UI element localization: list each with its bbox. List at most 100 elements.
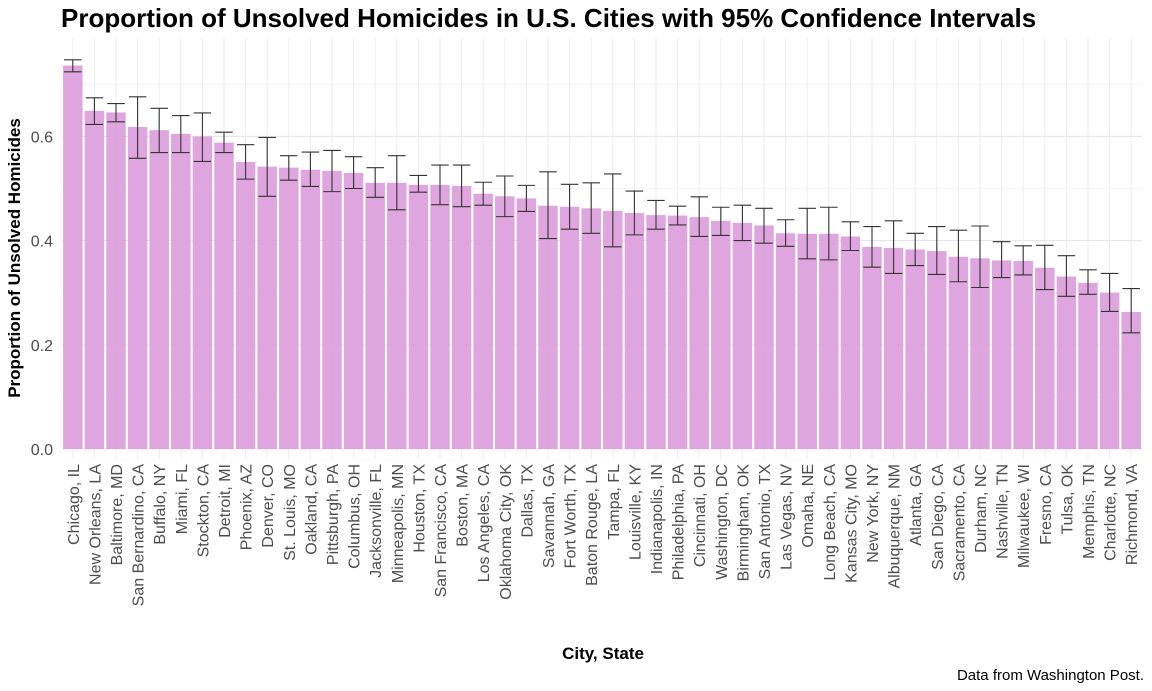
error-bar (668, 205, 687, 226)
bar (711, 220, 731, 449)
bar (1013, 260, 1033, 449)
error-bar (85, 97, 104, 125)
error-bar (712, 206, 730, 236)
x-tick-label: Los Angeles, CA (476, 464, 493, 583)
y-tick-label: 0.2 (31, 338, 53, 355)
error-bar (841, 221, 860, 252)
x-tick-label: Atlanta, GA (908, 464, 925, 546)
x-tick-label: Tampa, FL (606, 464, 623, 540)
bar (279, 167, 299, 449)
error-bar (906, 232, 924, 267)
error-bar (949, 229, 968, 283)
x-tick-label: Durham, NC (973, 464, 990, 553)
x-axis-label: City, State (562, 644, 644, 663)
bar (84, 110, 105, 449)
bar (322, 170, 342, 449)
error-bar (1014, 245, 1032, 276)
bar (840, 236, 861, 449)
bar (171, 133, 191, 450)
error-bar (1122, 287, 1140, 334)
bar (667, 215, 688, 449)
bar (430, 184, 450, 449)
error-bar (517, 184, 536, 212)
bar (516, 198, 537, 449)
x-tick-label: Omaha, NE (800, 464, 817, 548)
x-tick-label: San Bernardino, CA (131, 464, 148, 607)
bar (1121, 311, 1141, 449)
error-bar (1036, 244, 1054, 291)
bar (214, 142, 234, 450)
error-bar (928, 225, 946, 276)
error-bar (992, 241, 1011, 279)
x-tick-label: Long Beach, CA (822, 464, 839, 581)
bar (387, 182, 407, 450)
error-bar (733, 204, 752, 242)
bar (559, 206, 580, 449)
y-tick-label: 0.4 (31, 234, 53, 251)
x-tick-label: Savannah, GA (541, 464, 558, 568)
bar (1035, 267, 1055, 449)
y-tick-label: 0.6 (31, 129, 53, 146)
x-tick-label: San Antonio, TX (757, 464, 774, 580)
x-tick-label: Boston, MA (455, 464, 472, 547)
bar (495, 196, 515, 449)
chart-title: Proportion of Unsolved Homicides in U.S.… (61, 3, 1037, 33)
bar (149, 130, 169, 449)
bar (300, 169, 321, 449)
x-tick-label: Memphis, TN (1081, 464, 1098, 559)
error-bar (474, 181, 492, 206)
bar (473, 193, 493, 449)
error-bar (582, 182, 600, 234)
x-tick-label: Baltimore, MD (109, 464, 126, 565)
error-bar (1079, 269, 1097, 295)
bar (1099, 292, 1120, 449)
x-tick-label: Minneapolis, MN (390, 464, 407, 583)
error-bar (776, 219, 795, 247)
bar (646, 215, 666, 449)
error-bar (431, 164, 449, 206)
x-tick-label: Nashville, TN (995, 464, 1012, 559)
bar (1056, 276, 1077, 449)
x-tick-label: Louisville, KY (627, 464, 644, 560)
error-bar (409, 174, 428, 193)
bar (862, 246, 882, 449)
error-bar (366, 167, 384, 198)
x-tick-label: Cincinnati, OH (692, 464, 709, 567)
x-tick-label: Philadelphia, PA (671, 464, 688, 581)
error-bar (258, 136, 276, 197)
error-bar (452, 164, 471, 208)
x-tick-label: Chicago, IL (66, 464, 83, 545)
error-bar (496, 175, 514, 218)
x-tick-label: Oakland, CA (303, 464, 320, 555)
bar (257, 166, 277, 450)
bar (689, 217, 709, 449)
error-bar (64, 59, 82, 73)
x-tick-label: Jacksonville, FL (368, 464, 385, 578)
x-tick-label: Miami, FL (174, 464, 191, 534)
bar (754, 225, 774, 449)
error-bar (344, 156, 363, 190)
bar (603, 210, 623, 449)
x-tick-label: Sacramento, CA (951, 464, 968, 582)
x-tick-label: Kansas City, MO (843, 464, 860, 583)
error-bar (647, 199, 665, 230)
chart-caption: Data from Washington Post. (956, 667, 1144, 684)
error-bar (690, 196, 708, 237)
error-bar (128, 96, 147, 159)
bar (905, 249, 925, 449)
error-bar (863, 225, 881, 268)
error-bar (236, 144, 255, 180)
error-bar (560, 183, 579, 230)
error-bar (107, 103, 125, 123)
bar (343, 172, 364, 449)
error-bar (215, 131, 233, 154)
error-bar (539, 171, 557, 240)
bar (732, 222, 753, 449)
bar (538, 205, 558, 449)
x-tick-label: New York, NY (865, 464, 882, 563)
x-tick-label: Fort Worth, TX (563, 464, 580, 569)
error-bar (625, 190, 644, 236)
x-tick-label: Pittsburgh, PA (325, 464, 342, 565)
bar (451, 185, 472, 449)
